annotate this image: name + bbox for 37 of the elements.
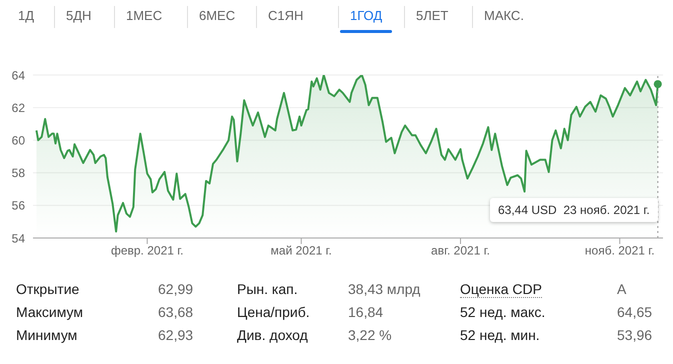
y-tick-label: 64	[12, 68, 26, 82]
y-tick-label: 60	[12, 133, 26, 148]
text: 53,96	[617, 327, 652, 343]
y-tick-label: 58	[12, 166, 26, 180]
text: 63,68	[158, 304, 194, 320]
text: Цена/приб.	[237, 304, 310, 320]
text: Оценка CDP	[460, 281, 542, 298]
y-tick-label: 54	[12, 231, 26, 246]
text: Рын. кап.	[237, 281, 298, 297]
x-tick-label: авг. 2021 г.	[431, 244, 490, 258]
text: 1МЕС	[125, 8, 164, 23]
x-tick-label: нояб. 2021 г.	[584, 244, 655, 258]
y-tick-label: 56	[12, 198, 26, 213]
text: Открытие	[16, 281, 80, 297]
text: 1ГОД	[349, 8, 384, 23]
text: 1Д	[17, 8, 36, 23]
text: A	[617, 281, 626, 297]
text: Максимум	[16, 304, 83, 320]
annotation: 63,44 USD 23 нояб. 2021 г.	[490, 198, 658, 222]
text: 62,93	[158, 327, 194, 343]
text: 6МЕС	[198, 8, 236, 23]
text: 52 нед. мин.	[460, 327, 540, 343]
y-tick-label: 62	[12, 100, 26, 115]
text: 5ЛЕТ	[415, 8, 450, 23]
text: Див. доход	[237, 327, 308, 343]
text: 64,65	[617, 304, 652, 320]
text: 38,43 млрд	[348, 281, 420, 297]
text: 16,84	[348, 304, 384, 320]
text: 5ДН	[65, 8, 92, 23]
text: С1ЯН	[267, 8, 304, 23]
text: 3,22 %	[348, 327, 392, 343]
x-tick-label: февр. 2021 г.	[110, 244, 184, 258]
text: 62,99	[158, 281, 194, 297]
text: 52 нед. макс.	[460, 304, 546, 320]
text: МАКС.	[483, 8, 525, 23]
x-tick-label: май 2021 г.	[270, 244, 332, 258]
text: Минимум	[16, 327, 78, 343]
